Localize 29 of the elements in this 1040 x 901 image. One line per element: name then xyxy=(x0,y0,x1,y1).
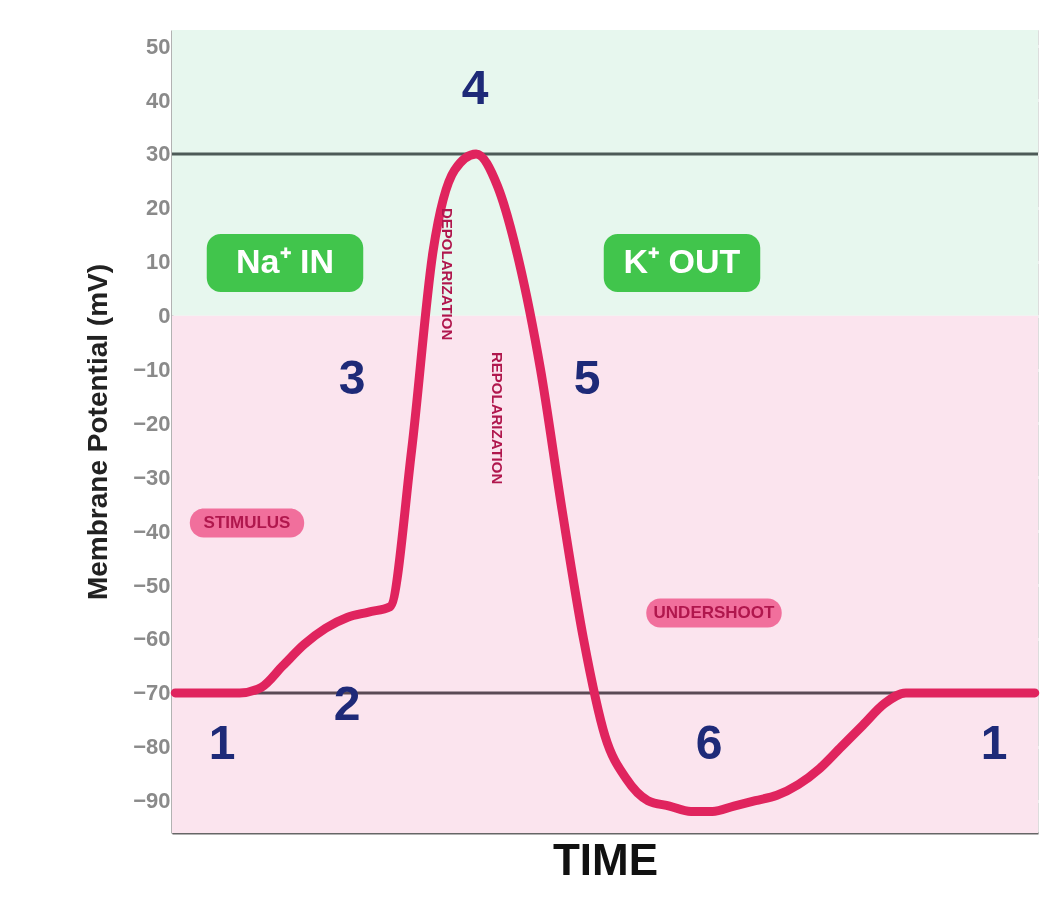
y-tick-label: 0 xyxy=(158,303,171,329)
annotation: 4 xyxy=(461,61,489,114)
annotation: 6 xyxy=(695,716,723,769)
annotation: REPOLARIZATION xyxy=(489,352,506,485)
x-axis-title: TIME xyxy=(552,834,659,884)
annotation: K⁺ OUT xyxy=(623,242,741,280)
y-tick-label: −50 xyxy=(133,572,171,598)
y-tick-label: −30 xyxy=(133,464,171,490)
y-tick-label: 40 xyxy=(146,87,171,113)
y-tick-label: −70 xyxy=(133,680,171,706)
y-axis-title: Membrane Potential (mV) xyxy=(82,263,114,601)
annotation: 3 xyxy=(338,351,366,404)
annotation: STIMULUS xyxy=(203,513,291,532)
y-tick-label: 10 xyxy=(146,249,171,275)
y-tick-label: −90 xyxy=(133,788,171,814)
annotation: Na⁺ IN xyxy=(236,242,334,280)
annotation: DEPOLARIZATION xyxy=(439,208,456,341)
y-tick-label: −10 xyxy=(133,357,171,383)
y-tick-label: −80 xyxy=(133,734,171,760)
annotation: UNDERSHOOT xyxy=(653,603,776,622)
y-tick-label: 30 xyxy=(146,141,171,167)
y-tick-label: −40 xyxy=(133,518,171,544)
y-tick-label: 50 xyxy=(146,33,171,59)
annotation: 5 xyxy=(573,351,601,404)
y-tick-label: −60 xyxy=(133,626,171,652)
annotation: 1 xyxy=(980,716,1008,769)
annotation: 1 xyxy=(208,716,236,769)
y-tick-label: −20 xyxy=(133,410,171,436)
y-tick-label: 20 xyxy=(146,195,171,221)
